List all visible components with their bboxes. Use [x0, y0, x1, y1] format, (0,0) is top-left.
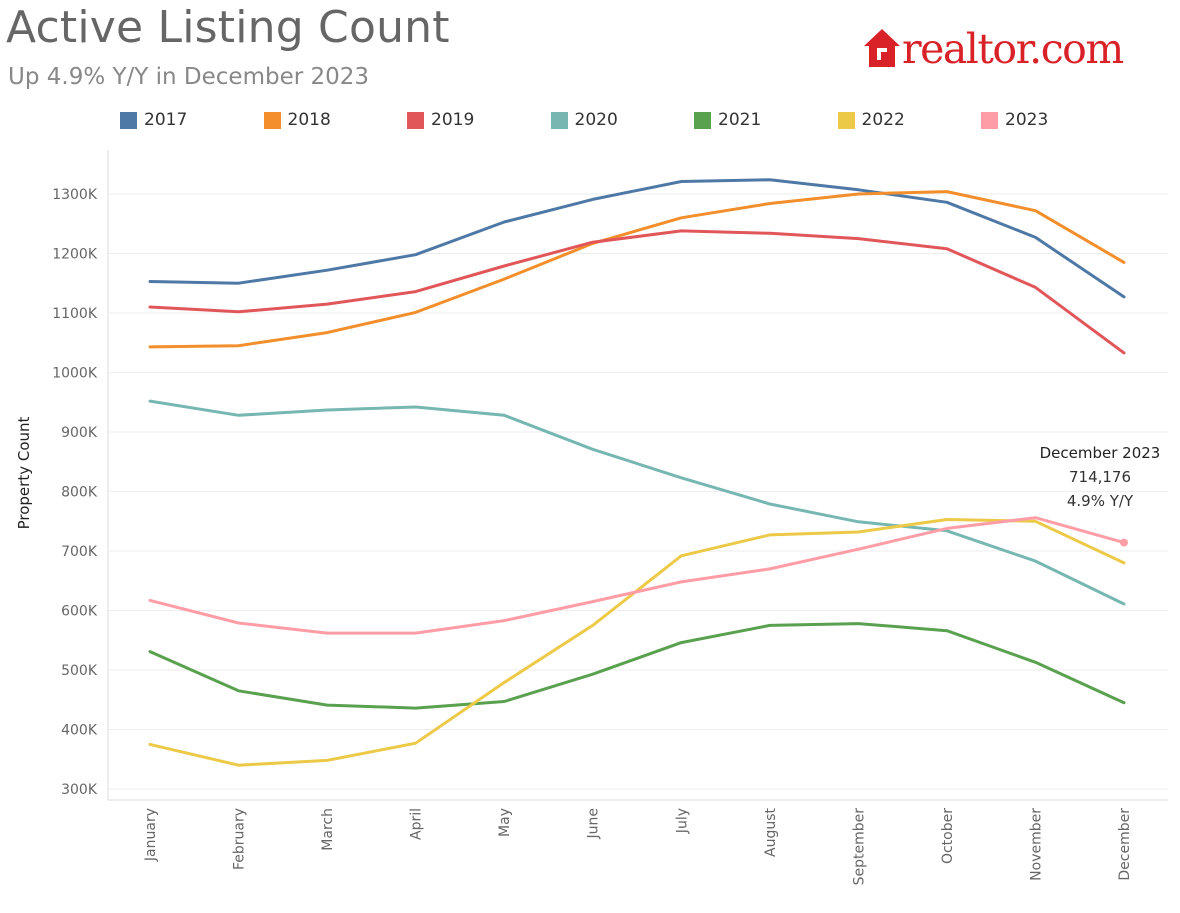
- legend-swatch: [120, 111, 137, 129]
- series-line-2020: [148, 399, 1126, 606]
- y-tick-label: 700K: [61, 544, 98, 560]
- y-gridlines: [108, 193, 1168, 790]
- legend-item-2020[interactable]: 2020: [550, 110, 618, 130]
- y-tick-label: 600K: [61, 604, 98, 620]
- y-tick-label: 1200K: [52, 247, 98, 263]
- legend-item-2022[interactable]: 2022: [837, 110, 905, 130]
- legend-item-2019[interactable]: 2019: [407, 110, 474, 130]
- logo-text-real: real: [902, 24, 979, 73]
- y-tick-label: 300K: [61, 782, 98, 798]
- legend-label: 2020: [574, 110, 618, 130]
- x-tick-label: October: [940, 808, 956, 864]
- x-tick-label: February: [232, 808, 248, 870]
- legend-swatch: [981, 111, 998, 129]
- house-icon: [864, 29, 900, 67]
- x-tick-label: May: [497, 808, 513, 837]
- annotation-value: 714,176: [1069, 468, 1131, 486]
- annotation-title: December 2023: [1040, 444, 1161, 462]
- legend-item-2021[interactable]: 2021: [694, 110, 761, 130]
- legend-label: 2018: [287, 110, 331, 130]
- y-tick-label: 900K: [61, 425, 98, 441]
- series-line-2021: [148, 622, 1126, 710]
- legend-swatch: [694, 111, 711, 129]
- x-tick-label: June: [586, 808, 602, 840]
- legend-swatch: [837, 111, 855, 129]
- x-tick-label: January: [143, 808, 159, 862]
- legend-item-2018[interactable]: 2018: [263, 110, 331, 130]
- legend-item-2017[interactable]: 2017: [120, 110, 187, 130]
- y-tick-label: 400K: [61, 723, 98, 739]
- y-axis-label: Property Count: [15, 416, 33, 529]
- x-tick-label: August: [763, 807, 779, 857]
- series-line-2019: [148, 229, 1126, 355]
- x-tick-label: July: [674, 808, 690, 834]
- series-lines: [148, 178, 1126, 767]
- x-tick-label: November: [1028, 808, 1044, 881]
- x-axis-ticks: January February March April May June July Augu…: [143, 807, 1133, 885]
- x-tick-label: September: [851, 808, 867, 886]
- y-tick-label: 800K: [61, 485, 98, 501]
- chart-title: Active Listing Count: [6, 2, 450, 53]
- logo-text-tor: tor.com: [977, 24, 1124, 73]
- y-axis-ticks: 300K 400K 500K 600K 700K 800K 900K 1000K 1100K 12…: [52, 187, 98, 798]
- legend-label: 2019: [431, 110, 475, 130]
- series-line-2018: [148, 190, 1126, 349]
- logo-text: realtor.com: [902, 28, 1124, 70]
- realtor-logo: realtor.com: [862, 24, 1124, 74]
- legend-swatch: [263, 111, 281, 129]
- y-tick-label: 1100K: [52, 306, 98, 322]
- x-tick-label: April: [409, 808, 425, 840]
- y-tick-label: 1000K: [52, 366, 98, 382]
- legend-swatch: [550, 111, 568, 129]
- legend-label: 2017: [144, 110, 188, 130]
- legend-label: 2022: [861, 110, 905, 130]
- annotation-change: 4.9% Y/Y: [1067, 492, 1134, 510]
- y-tick-label: 500K: [61, 663, 98, 679]
- series-line-2017: [148, 178, 1126, 299]
- series-line-2023: [148, 516, 1126, 635]
- y-tick-label: 1300K: [52, 187, 98, 203]
- annotation-point: [1120, 538, 1128, 547]
- legend-item-2023[interactable]: 2023: [981, 110, 1048, 130]
- chart-subtitle: Up 4.9% Y/Y in December 2023: [8, 64, 370, 90]
- legend-label: 2023: [1005, 110, 1049, 130]
- legend-swatch: [407, 111, 424, 129]
- x-tick-label: December: [1117, 808, 1133, 881]
- legend-label: 2021: [718, 110, 762, 130]
- x-tick-label: March: [320, 808, 336, 851]
